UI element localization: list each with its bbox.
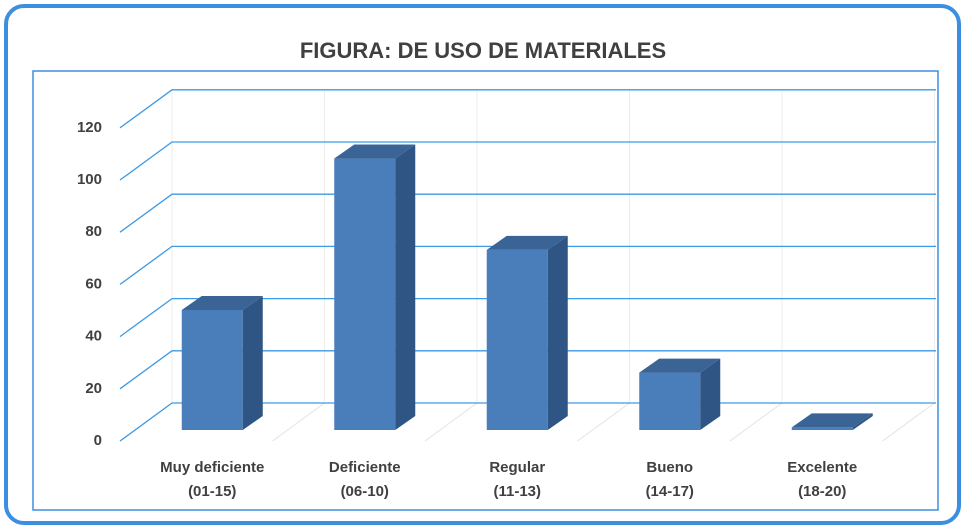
- y-tick-label: 60: [85, 275, 102, 292]
- bar-top: [486, 235, 568, 250]
- grid-line: [119, 350, 936, 390]
- x-tick-label: Muy deficiente (01-15): [160, 459, 264, 500]
- grid-line: [119, 193, 936, 233]
- bar-top: [639, 358, 721, 373]
- x-tick-label: Excelente (18-20): [787, 459, 857, 500]
- bar-front: [486, 249, 548, 430]
- y-tick-label: 20: [85, 380, 102, 397]
- y-tick-label: 120: [77, 119, 102, 136]
- floor-line: [272, 402, 325, 442]
- y-tick-label: 0: [94, 432, 102, 449]
- floor-line: [729, 402, 783, 442]
- floor-line: [424, 402, 478, 442]
- bar-top: [181, 295, 263, 310]
- chart-title: FIGURA: DE USO DE MATERIALES: [300, 38, 666, 63]
- y-tick-label: 100: [77, 171, 102, 188]
- bar: [639, 358, 721, 430]
- x-tick-label: Regular (11-13): [489, 459, 545, 500]
- bar-top: [791, 413, 873, 428]
- bar: [791, 413, 873, 430]
- x-tick-label: Deficiente (06-10): [329, 459, 401, 500]
- floor-line: [577, 402, 630, 442]
- bar-side: [395, 144, 416, 430]
- grid-line: [119, 141, 936, 181]
- bar: [181, 295, 263, 430]
- y-tick-label: 80: [85, 223, 102, 240]
- bar-front: [181, 309, 243, 430]
- bar-front: [334, 158, 396, 430]
- bar-side: [242, 295, 263, 430]
- bar: [334, 144, 416, 430]
- grid-line: [119, 245, 936, 285]
- bar-front: [791, 427, 853, 430]
- bar-top: [334, 144, 416, 159]
- floor-line: [882, 402, 935, 442]
- x-tick-label: Bueno (14-17): [646, 459, 694, 500]
- bar-front: [639, 372, 701, 430]
- bar-side: [852, 413, 873, 430]
- bar-side: [700, 358, 721, 430]
- grid-line: [119, 89, 936, 129]
- y-tick-label: 40: [85, 328, 102, 345]
- bar-side: [547, 235, 568, 430]
- bar: [486, 235, 568, 430]
- grid-line: [119, 297, 936, 338]
- frame: [4, 4, 961, 525]
- plot-frame: [32, 70, 939, 511]
